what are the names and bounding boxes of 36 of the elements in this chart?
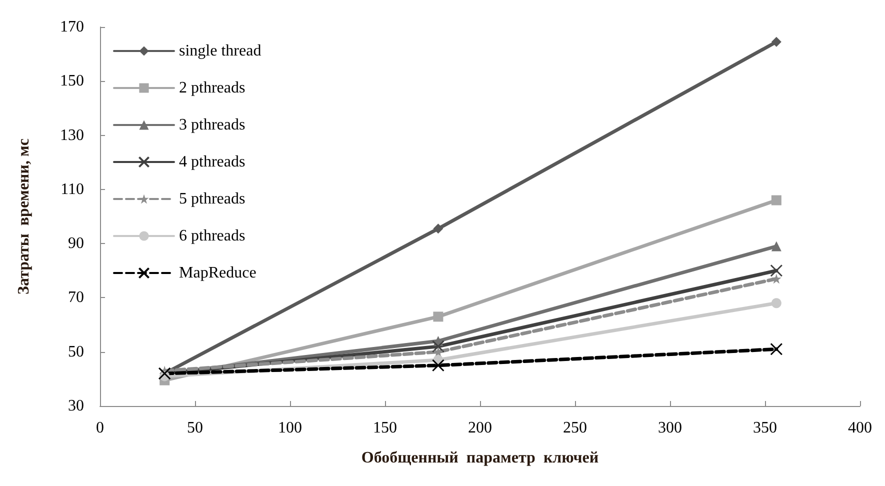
point — [432, 359, 444, 372]
legend-label: 5 pthreads — [179, 190, 246, 208]
y-tick-label: 70 — [68, 289, 84, 306]
y-axis-title: Затраты времени, мс — [16, 138, 32, 294]
x-tick-label: 200 — [468, 420, 492, 436]
y-tick-label: 110 — [60, 180, 84, 198]
point — [433, 312, 444, 322]
point — [433, 224, 444, 234]
legend-label: 2 pthreads — [179, 80, 246, 96]
legend-label: 3 pthreads — [179, 116, 246, 134]
point — [771, 274, 782, 284]
x-tick-label: 400 — [848, 420, 872, 436]
x-tick-label: 300 — [658, 420, 682, 436]
point — [771, 36, 782, 47]
point — [770, 264, 783, 277]
y-tick-label: 50 — [68, 343, 84, 360]
point — [433, 346, 444, 357]
legend-label: 6 pthreads — [179, 228, 246, 244]
x-tick-label: 350 — [753, 420, 777, 436]
x-tick-label: 100 — [278, 420, 302, 436]
point — [770, 342, 783, 356]
point — [771, 298, 782, 308]
x-axis-title: Обобщенный параметр ключей — [361, 450, 599, 466]
y-tick-label: 90 — [68, 235, 84, 252]
y-tick-label: 150 — [60, 72, 84, 90]
y-tick-label: 170 — [60, 18, 84, 36]
legend-label: 4 pthreads — [179, 154, 246, 170]
legend-label: MapReduce — [179, 264, 256, 282]
x-tick-label: 50 — [187, 420, 203, 436]
x-tick-label: 0 — [96, 420, 104, 436]
x-tick-label: 150 — [373, 420, 397, 436]
x-tick-label: 250 — [563, 420, 587, 436]
y-tick-label: 30 — [68, 398, 84, 414]
point — [771, 195, 782, 206]
y-tick-label: 130 — [60, 126, 84, 144]
legend-label: single thread — [179, 42, 262, 60]
